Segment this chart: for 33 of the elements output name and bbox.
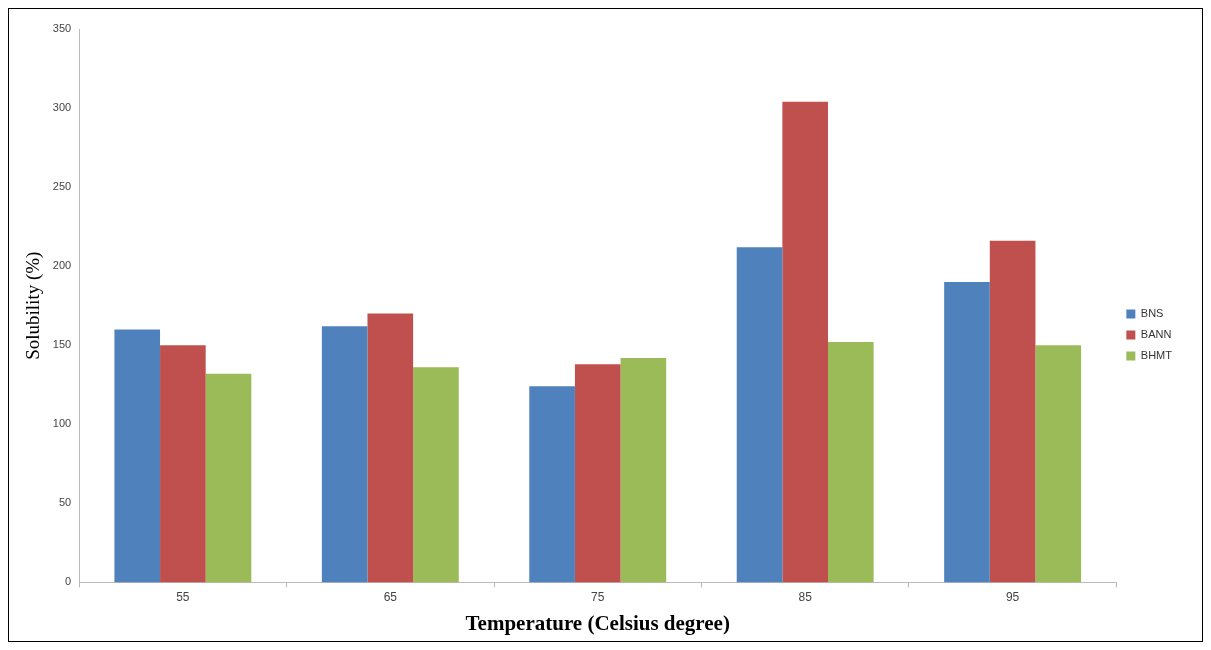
x-tick-label: 65 [383, 589, 398, 604]
legend-label: BANN [1140, 328, 1172, 341]
y-tick-label: 200 [52, 259, 72, 272]
bar [160, 345, 206, 583]
bar [367, 313, 414, 583]
x-tick-label: 55 [176, 589, 190, 604]
y-tick-label: 0 [65, 575, 72, 588]
bar [782, 101, 828, 583]
x-tick-label: 75 [591, 589, 605, 604]
y-axis-title: Solubility (%) [22, 251, 45, 360]
y-tick-label: 50 [58, 496, 72, 509]
legend-label: BHMT [1140, 349, 1173, 362]
bar [944, 281, 990, 583]
y-tick-label: 250 [52, 180, 72, 193]
bar [989, 240, 1036, 583]
bar [413, 367, 459, 583]
bar [828, 342, 874, 583]
y-tick-label: 150 [52, 338, 72, 351]
x-tick-label: 95 [1005, 589, 1020, 604]
bar [321, 326, 368, 583]
bar [529, 386, 575, 583]
y-tick-label: 350 [52, 22, 72, 35]
y-tick-label: 100 [52, 417, 72, 430]
bar [736, 247, 783, 583]
x-axis-title: Temperature (Celsius degree) [465, 610, 730, 635]
legend-label: BNS [1140, 307, 1164, 320]
bar [1035, 345, 1082, 583]
x-tick-label: 85 [798, 589, 813, 604]
bar [114, 329, 161, 583]
y-tick-label: 300 [52, 101, 72, 114]
bar [620, 357, 667, 583]
bar [574, 364, 621, 583]
bar [205, 373, 252, 583]
